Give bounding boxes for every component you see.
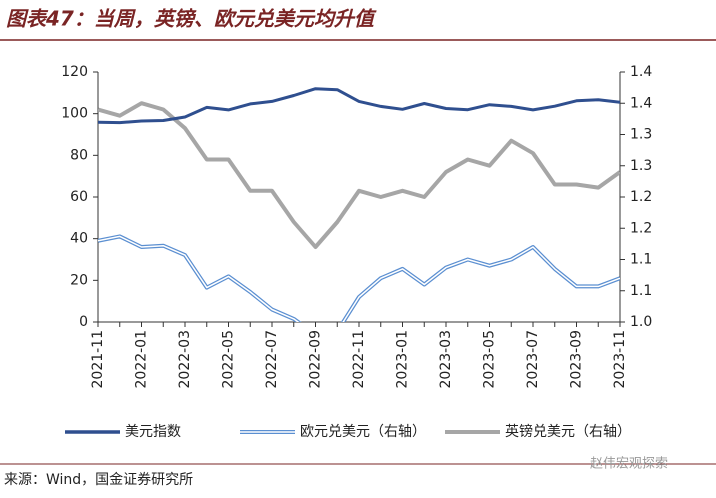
legend-label: 英镑兑美元（右轴） (505, 423, 631, 440)
y-tick-label: 0 (79, 314, 88, 330)
y-tick-label: 120 (61, 64, 88, 80)
x-tick-label: 2023-11 (612, 330, 628, 389)
x-tick-label: 2022-07 (264, 330, 280, 389)
y2-tick-label: 1.2 (630, 220, 652, 236)
y2-tick-label: 1.4 (630, 95, 652, 111)
y-tick-label: 20 (70, 272, 88, 288)
series-line (98, 87, 620, 125)
x-tick-label: 2022-03 (177, 330, 193, 389)
legend-label: 美元指数 (125, 424, 181, 440)
y-tick-label: 80 (70, 147, 88, 163)
y2-tick-label: 1.1 (630, 252, 652, 268)
y2-tick-label: 1.2 (630, 189, 652, 205)
series-line (98, 101, 620, 249)
x-tick-label: 2022-11 (351, 330, 367, 389)
watermark: 赵伟宏观探索 (590, 457, 668, 472)
chart-title: 图表47：当周，英镑、欧元兑美元均升值 (6, 7, 377, 31)
y2-tick-label: 1.4 (630, 64, 652, 80)
y2-tick-label: 1.3 (630, 127, 652, 143)
series-line-core (98, 235, 620, 322)
y-tick-label: 40 (70, 231, 88, 247)
x-tick-label: 2023-05 (482, 330, 498, 389)
x-tick-label: 2021-11 (90, 330, 106, 389)
x-tick-label: 2022-01 (134, 330, 150, 389)
x-tick-label: 2023-07 (525, 330, 541, 389)
x-tick-label: 2023-03 (438, 330, 454, 389)
x-tick-label: 2022-05 (221, 330, 237, 389)
legend-label: 欧元兑美元（右轴） (300, 424, 426, 440)
y-tick-label: 100 (61, 106, 88, 122)
plot-area (98, 87, 620, 322)
y2-tick-label: 1.0 (630, 314, 652, 330)
x-tick-label: 2022-09 (308, 330, 324, 389)
x-tick-label: 2023-01 (395, 330, 411, 389)
y-tick-label: 60 (70, 189, 88, 205)
y2-tick-label: 1.1 (630, 283, 652, 299)
x-tick-label: 2023-09 (569, 330, 585, 389)
source: 来源：Wind，国金证券研究所 (4, 472, 193, 488)
y2-tick-label: 1.3 (630, 158, 652, 174)
